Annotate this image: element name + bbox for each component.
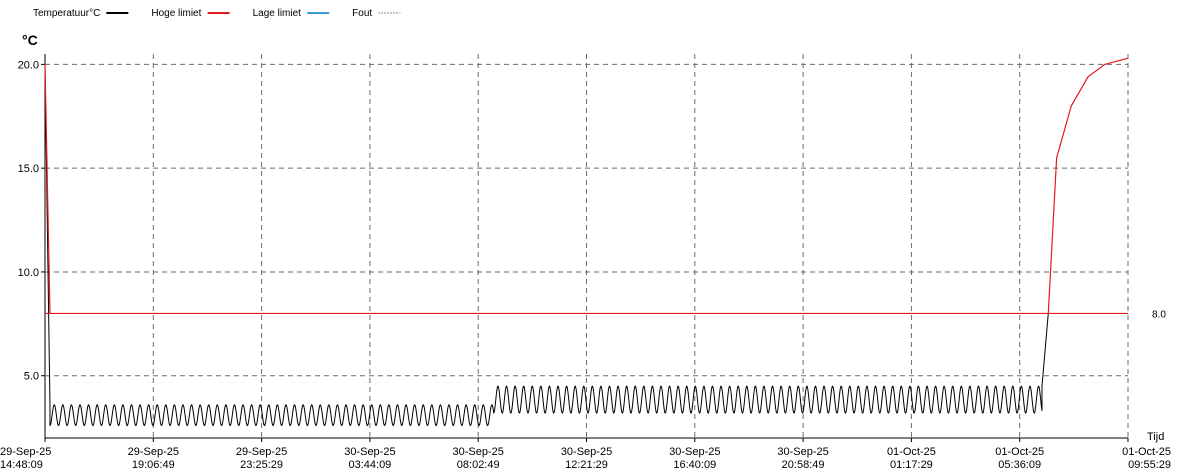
y-tick-label-2: 15.0	[18, 163, 39, 175]
axes: °CTijd5.010.015.020.029-Sep-2514:48:0929…	[0, 32, 1171, 471]
high-limit-label: 8.0	[1152, 309, 1166, 320]
x-axis-label: Tijd	[1147, 431, 1164, 443]
x-tick-time-0: 14:48:09	[0, 459, 43, 471]
x-tick-date-2: 29-Sep-25	[236, 446, 287, 458]
x-tick-time-10: 09:55:29	[1128, 459, 1171, 471]
y-tick-label-0: 5.0	[24, 371, 39, 383]
x-tick-date-3: 30-Sep-25	[344, 446, 395, 458]
x-tick-time-2: 23:25:29	[240, 459, 283, 471]
y-axis-unit: °C	[22, 32, 38, 48]
x-tick-time-9: 05:36:09	[998, 459, 1041, 471]
x-tick-date-1: 29-Sep-25	[128, 446, 179, 458]
x-tick-time-6: 16:40:09	[673, 459, 716, 471]
x-tick-date-5: 30-Sep-25	[561, 446, 612, 458]
x-tick-date-7: 30-Sep-25	[777, 446, 828, 458]
x-tick-time-5: 12:21:29	[565, 459, 608, 471]
temperature-line	[44, 64, 1049, 427]
legend-label-2: Lage limiet	[253, 8, 302, 19]
legend-label-3: Fout	[352, 8, 372, 19]
high-limit-exceedance-start	[44, 64, 51, 314]
high-limit-layer: 8.0	[44, 57, 1166, 320]
x-tick-date-9: 01-Oct-25	[995, 446, 1044, 458]
series-layer	[44, 64, 1049, 427]
y-tick-label-1: 10.0	[18, 267, 39, 279]
high-limit-exceedance-end	[1047, 57, 1129, 314]
x-tick-date-6: 30-Sep-25	[669, 446, 720, 458]
x-tick-time-8: 01:17:29	[890, 459, 933, 471]
legend: Temperatuur°C Hoge limiet Lage limiet Fout	[33, 8, 401, 19]
x-tick-time-4: 08:02:49	[457, 459, 500, 471]
x-tick-time-1: 19:06:49	[132, 459, 175, 471]
x-tick-time-7: 20:58:49	[782, 459, 825, 471]
x-tick-date-10: 01-Oct-25	[1122, 446, 1171, 458]
legend-label-1: Hoge limiet	[151, 8, 201, 19]
legend-label-0: Temperatuur°C	[33, 8, 100, 19]
x-tick-date-4: 30-Sep-25	[453, 446, 504, 458]
x-tick-date-0: 29-Sep-25	[0, 446, 51, 458]
x-tick-date-8: 01-Oct-25	[887, 446, 936, 458]
x-tick-time-3: 03:44:09	[348, 459, 391, 471]
grid	[45, 54, 1129, 438]
y-tick-label-3: 20.0	[18, 59, 39, 71]
